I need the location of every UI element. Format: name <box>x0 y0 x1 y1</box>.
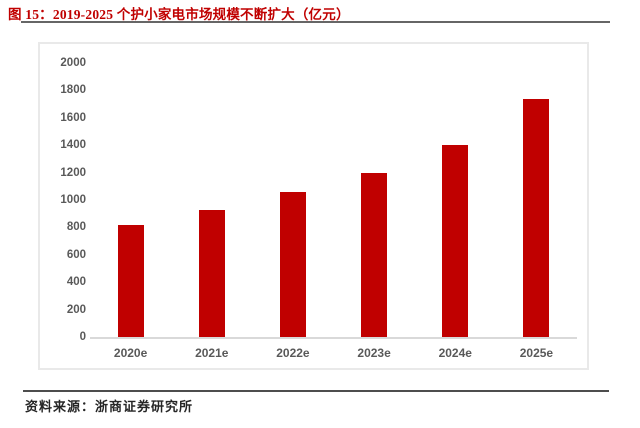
bar-2022e <box>279 192 306 337</box>
bar-2024e <box>442 144 469 337</box>
x-tick-label-2020e: 2020e <box>113 346 148 360</box>
x-tick-label-2023e: 2023e <box>357 346 391 360</box>
source-note: 资料来源：浙商证券研究所 <box>25 399 194 414</box>
bar-2020e <box>117 224 144 337</box>
x-tick-label-2022e: 2022e <box>276 346 310 360</box>
bar-2023e <box>361 172 388 337</box>
y-tick-label-0: 0 <box>79 331 86 343</box>
y-tick-label-1400: 1400 <box>60 139 86 152</box>
x-tick-label-2024e: 2024e <box>438 346 472 360</box>
bar-2025e <box>523 98 550 337</box>
source-divider <box>23 390 609 392</box>
x-tick-label-2025e: 2025e <box>519 346 554 360</box>
bar-2021e <box>198 210 225 337</box>
y-tick-label-1600: 1600 <box>60 111 86 124</box>
plot-area <box>90 63 577 339</box>
y-tick-label-400: 400 <box>66 276 86 289</box>
chart-frame: 0 200 400 600 800 1000 1200 1400 1600 1800 2000 20… <box>38 42 589 370</box>
y-tick-label-600: 600 <box>66 248 86 261</box>
y-tick-label-1000: 1000 <box>60 194 86 206</box>
y-tick-label-2000: 2000 <box>60 57 86 69</box>
y-tick-label-200: 200 <box>66 303 86 316</box>
y-tick-label-1200: 1200 <box>60 166 86 179</box>
x-tick-label-2021e: 2021e <box>195 346 229 360</box>
title-divider <box>21 21 610 23</box>
figure-title: 图 15：2019-2025 个护小家电市场规模不断扩大（亿元） <box>8 7 350 22</box>
y-tick-label-1800: 1800 <box>60 84 86 97</box>
y-tick-label-800: 800 <box>66 221 86 234</box>
